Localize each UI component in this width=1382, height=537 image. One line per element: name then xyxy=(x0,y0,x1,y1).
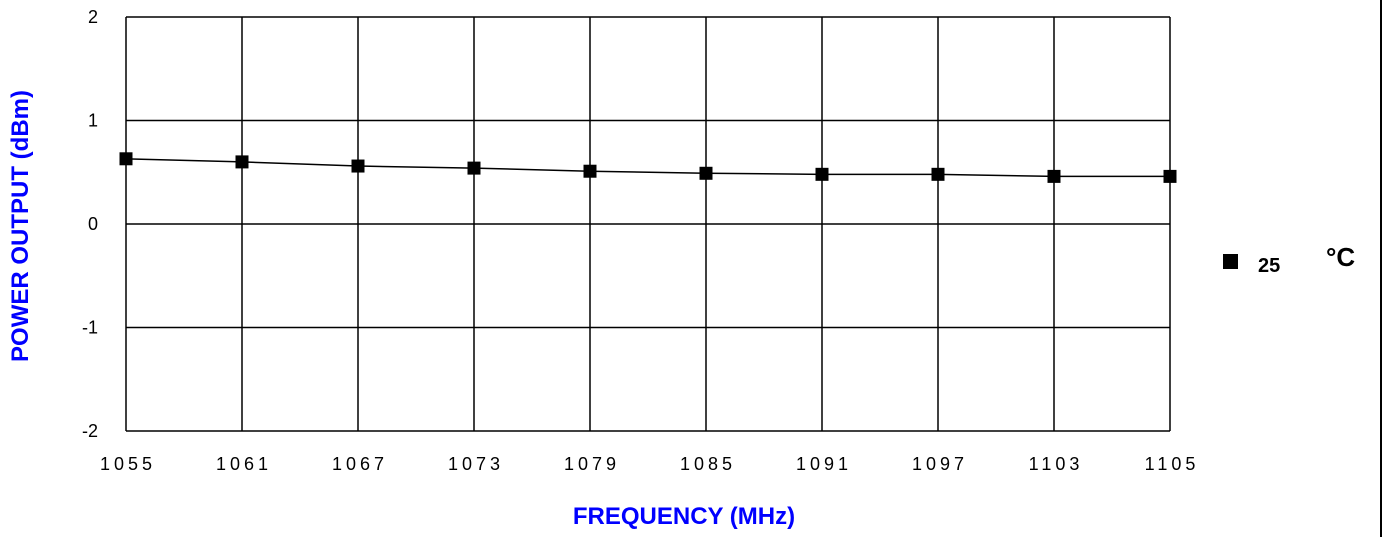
x-tick-label: 1103 xyxy=(1029,454,1084,474)
data-point xyxy=(815,167,829,181)
y-tick-label: -2 xyxy=(82,421,98,441)
x-tick-labels: 1055 1061 1067 1073 1079 1085 1091 1097 1103 1105 xyxy=(100,454,1200,474)
y-tick-label: 2 xyxy=(88,7,98,27)
data-point xyxy=(1163,169,1177,183)
x-tick-label: 1055 xyxy=(100,454,156,474)
y-tick-label: 1 xyxy=(88,111,98,131)
x-tick-label: 1091 xyxy=(796,454,852,474)
x-axis-title: FREQUENCY (MHz) xyxy=(573,503,795,530)
x-tick-label: 1073 xyxy=(448,454,504,474)
data-point xyxy=(351,159,365,173)
legend-marker xyxy=(1223,254,1238,269)
chart-grid xyxy=(125,16,1171,432)
x-tick-label: 1097 xyxy=(912,454,968,474)
legend-label: 25 xyxy=(1258,255,1280,277)
y-tick-label: 0 xyxy=(88,214,98,234)
x-tick-label: 1079 xyxy=(564,454,620,474)
y-axis-title: POWER OUTPUT (dBm) xyxy=(7,90,34,362)
series-25c xyxy=(119,152,1177,183)
data-point xyxy=(235,155,249,169)
y-tick-label: -1 xyxy=(82,318,98,338)
legend: 25 °C xyxy=(1223,242,1355,277)
data-point xyxy=(583,164,597,178)
legend-unit: °C xyxy=(1326,242,1355,272)
x-tick-label: 1061 xyxy=(216,454,272,474)
series-line xyxy=(125,158,1170,178)
data-point xyxy=(467,161,481,175)
data-point xyxy=(931,167,945,181)
data-point xyxy=(699,166,713,180)
data-point xyxy=(119,152,133,166)
y-tick-labels: 2 1 0 -1 -2 xyxy=(82,7,98,441)
data-point xyxy=(1047,169,1061,183)
frame-border xyxy=(1380,0,1382,537)
x-tick-label: 1067 xyxy=(332,454,388,474)
x-tick-label: 1085 xyxy=(680,454,736,474)
x-tick-label: 1105 xyxy=(1145,454,1200,474)
